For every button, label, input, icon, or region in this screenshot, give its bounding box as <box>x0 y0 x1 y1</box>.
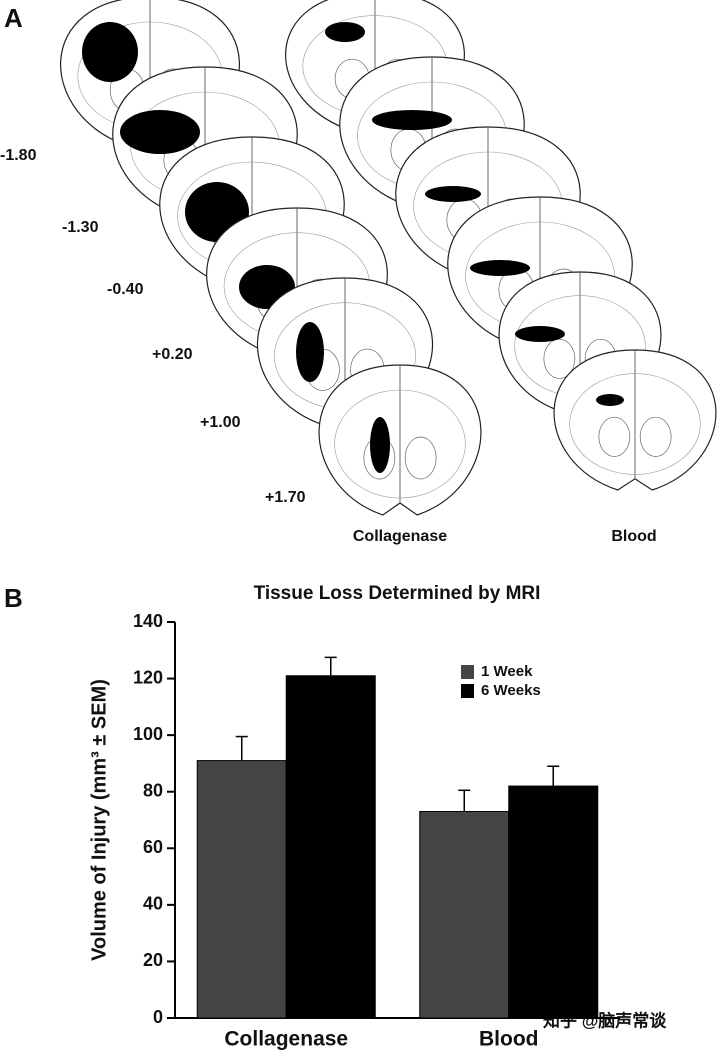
ventricle <box>639 416 672 457</box>
section-label: +1.00 <box>200 414 241 431</box>
lesion <box>296 322 324 382</box>
section-label: +0.20 <box>152 346 193 363</box>
lesion <box>120 110 200 154</box>
column-label: Collagenase <box>353 528 447 545</box>
cortex-line <box>334 389 466 499</box>
lesion <box>372 110 452 130</box>
bar <box>196 760 287 1019</box>
chart-title: Tissue Loss Determined by MRI <box>254 583 541 604</box>
panel-label: A <box>4 3 23 33</box>
x-tick-label: Collagenase <box>224 1028 348 1051</box>
section-label: -1.30 <box>62 219 99 236</box>
brain-section <box>553 349 717 491</box>
brain-sections <box>60 0 717 516</box>
panel-label: B <box>4 583 23 613</box>
legend-label: 6 Weeks <box>481 682 541 699</box>
lesion <box>425 186 481 202</box>
lesion <box>325 22 365 42</box>
y-tick-label: 20 <box>143 950 163 970</box>
y-tick-label: 60 <box>143 837 163 857</box>
lesion <box>82 22 138 82</box>
y-tick-label: 100 <box>133 724 163 744</box>
lesion <box>515 326 565 342</box>
section-label: +1.70 <box>265 489 306 506</box>
bar <box>419 811 510 1019</box>
brain-section <box>318 364 482 516</box>
ventricle <box>404 436 437 480</box>
legend-swatch <box>461 684 474 698</box>
y-axis-label: Volume of Injury (mm³ ± SEM) <box>88 679 110 961</box>
section-label: -0.40 <box>107 281 144 298</box>
y-tick-label: 40 <box>143 894 163 914</box>
legend-label: 1 Week <box>481 663 533 680</box>
legend-swatch <box>461 665 474 679</box>
lesion <box>596 394 624 406</box>
column-label: Blood <box>611 528 656 545</box>
x-tick-label: Blood <box>479 1028 538 1051</box>
y-tick-label: 0 <box>153 1007 163 1027</box>
y-tick-label: 140 <box>133 611 163 631</box>
lesion <box>370 417 390 473</box>
section-label: -1.80 <box>0 147 37 164</box>
lesion <box>470 260 530 276</box>
bar <box>285 675 376 1019</box>
y-tick-label: 120 <box>133 667 163 687</box>
cortex-line <box>569 373 701 475</box>
ventricle <box>543 338 576 379</box>
y-tick-label: 80 <box>143 780 163 800</box>
ventricle <box>598 416 631 457</box>
bar <box>508 785 599 1019</box>
